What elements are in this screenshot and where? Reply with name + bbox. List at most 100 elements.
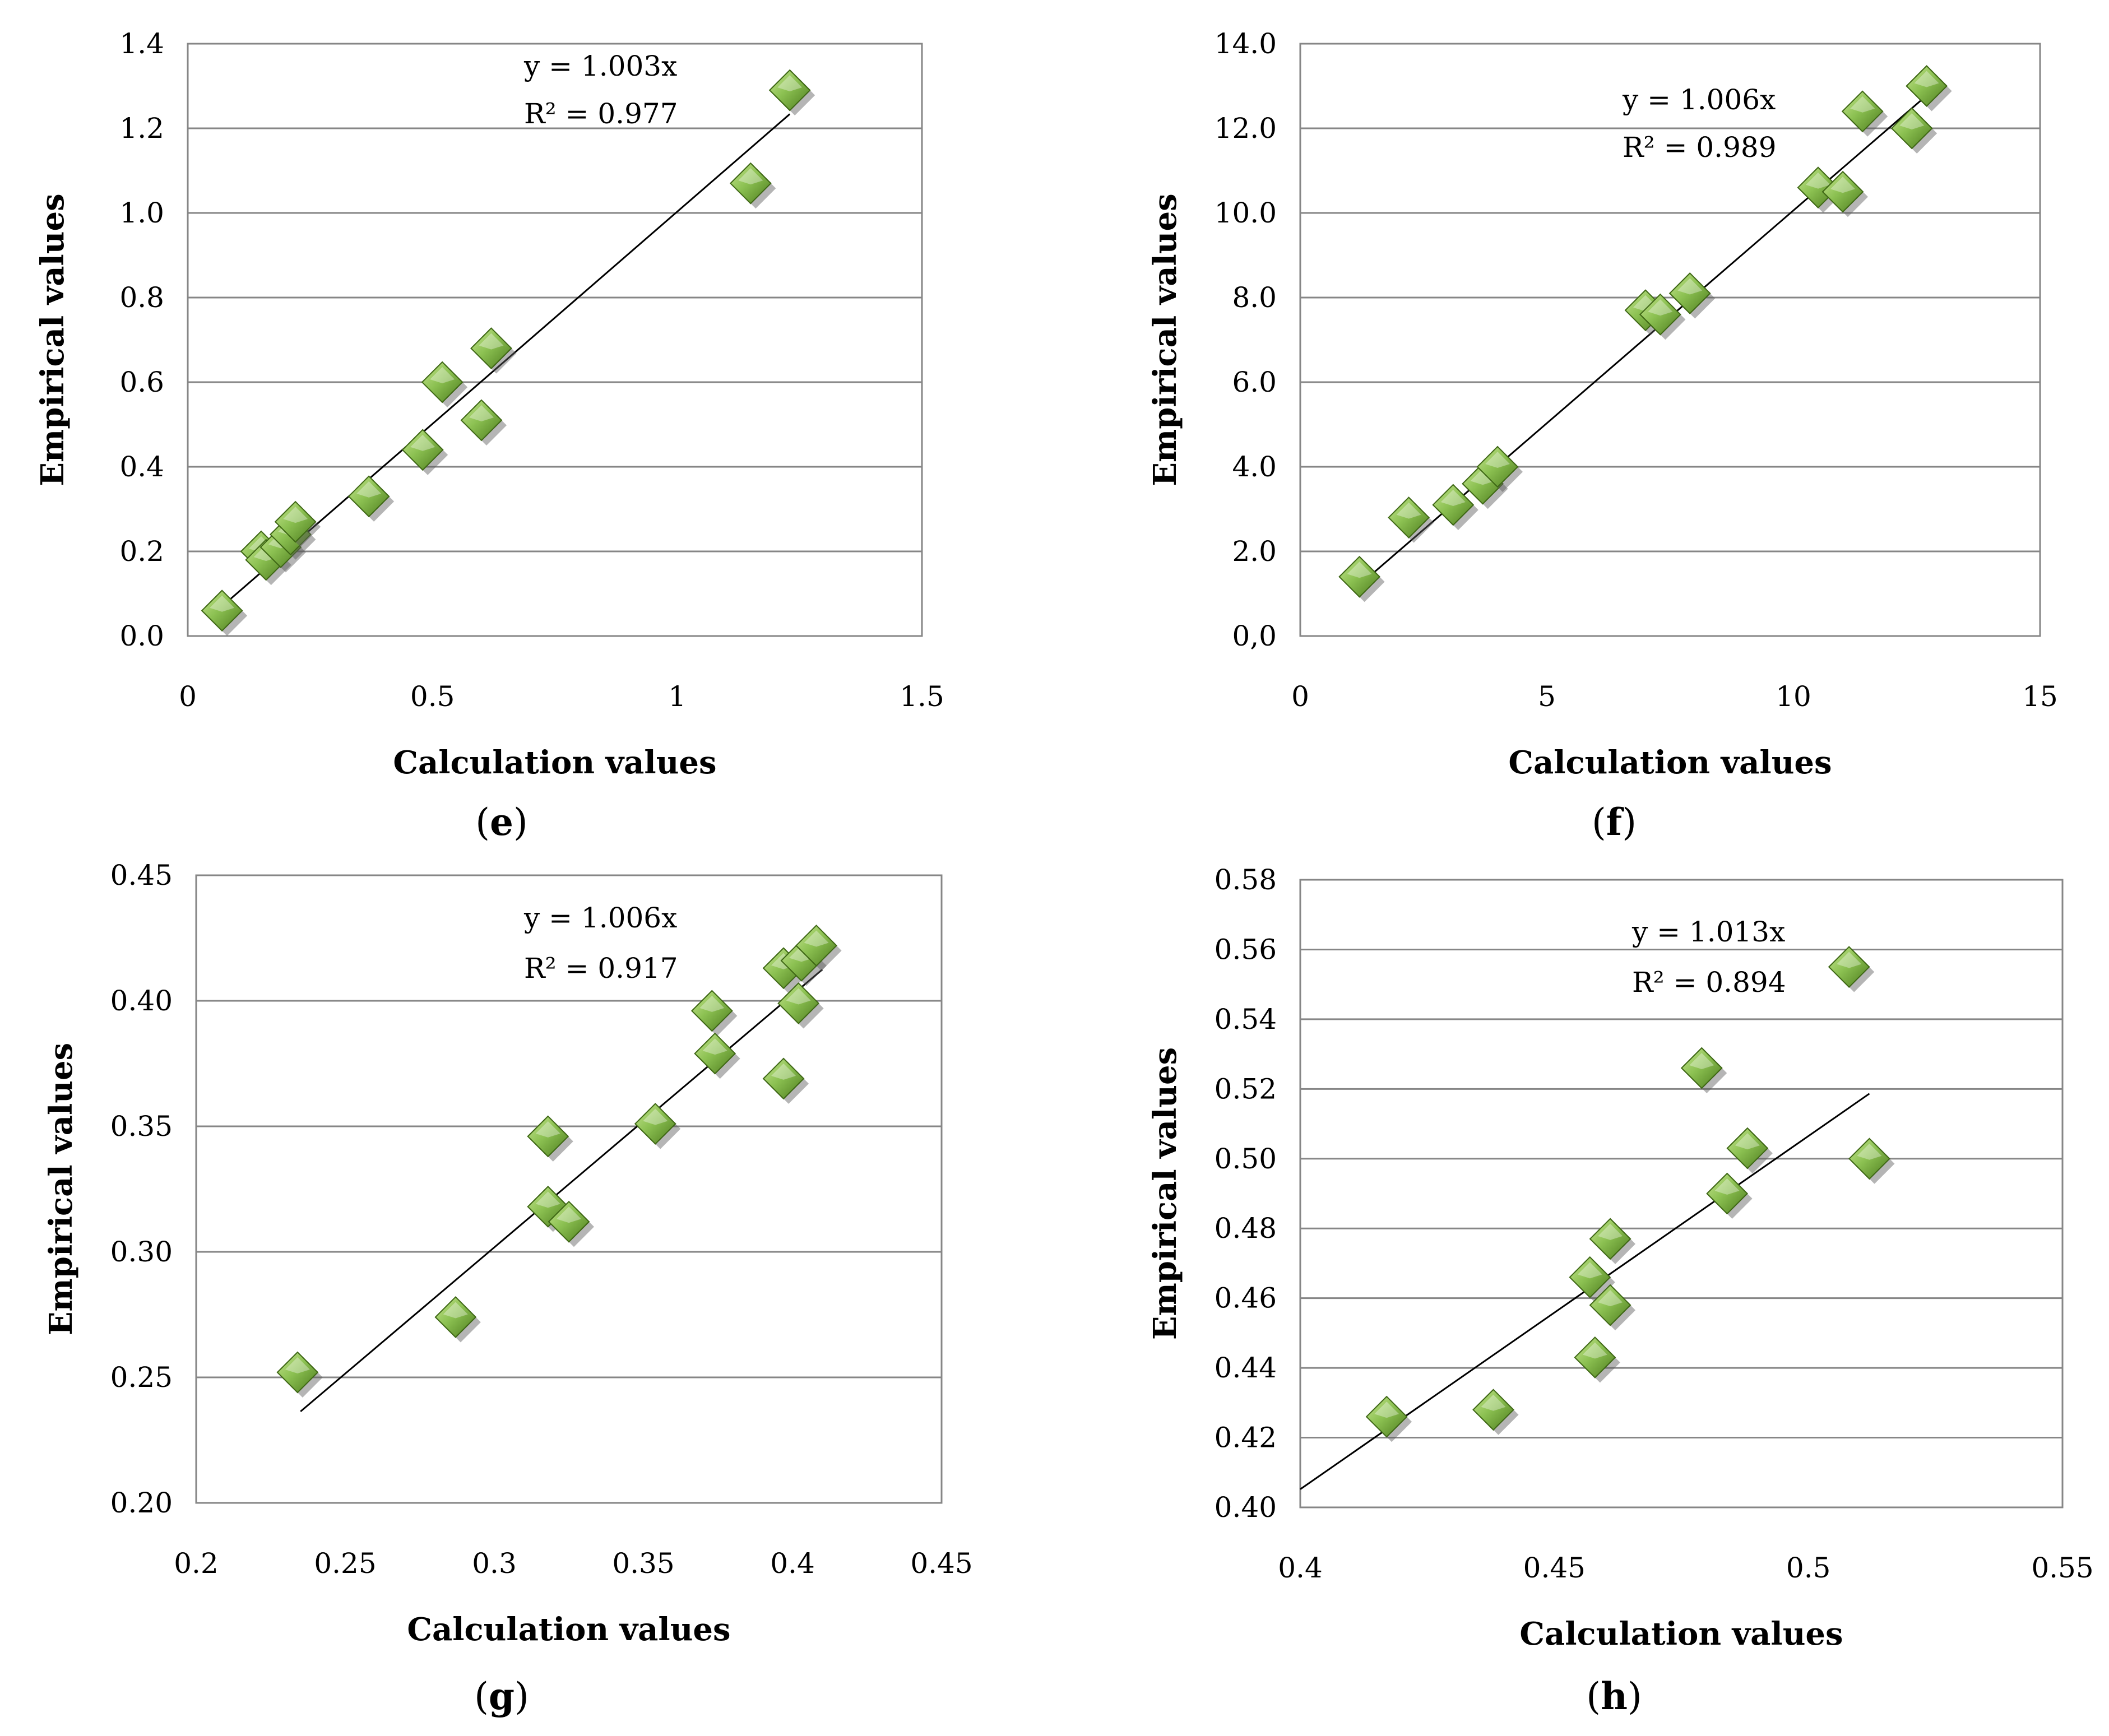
x-tick-label: 0.55 (2031, 1552, 2093, 1584)
y-tick-label: 0.44 (1215, 1352, 1277, 1384)
plot-area-frame (1299, 879, 2064, 1508)
panel-label-close-paren: ) (513, 801, 528, 844)
data-point-highlight (479, 333, 504, 350)
data-point (762, 1057, 809, 1104)
data-point (276, 1351, 323, 1398)
x-tick-label: 0.4 (1278, 1552, 1323, 1584)
data-point (1472, 1389, 1519, 1435)
panel-label: (g) (474, 1674, 529, 1718)
data-point (1726, 1127, 1773, 1174)
x-tick-label: 0.45 (1523, 1552, 1586, 1584)
data-point (1828, 946, 1875, 992)
data-point-marker (1639, 293, 1681, 336)
data-point (527, 1115, 573, 1162)
y-tick-label: 0.46 (1215, 1282, 1277, 1315)
x-axis-title: Calculation values (407, 1611, 730, 1648)
x-axis-title: Calculation values (1508, 744, 1832, 781)
data-point-highlight (1677, 278, 1703, 295)
data-point-marker (548, 1200, 590, 1243)
data-point-highlight (699, 995, 725, 1012)
data-point-marker (1848, 1138, 1890, 1180)
panel-label-letter: h (1601, 1674, 1628, 1718)
panel-label-letter: g (489, 1674, 514, 1718)
data-point-marker (1828, 946, 1870, 988)
y-tick-label: 0.50 (1215, 1143, 1277, 1175)
y-tick-label: 12.0 (1215, 112, 1277, 145)
y-tick-label: 0.40 (110, 985, 173, 1017)
plot-area-frame (187, 43, 923, 637)
data-point (470, 327, 517, 374)
data-point-marker (795, 925, 837, 967)
data-point-marker (1589, 1218, 1631, 1260)
chart-panel-f: 0,0 2.0 4.0 6.0 8.0 10.0 12.0 14.0 0 5 10 15 Calcula… (1147, 27, 2058, 844)
data-point (694, 1032, 740, 1079)
data-point-marker (1841, 90, 1884, 133)
data-point-highlight (210, 595, 235, 612)
data-point-marker (470, 327, 512, 370)
panel-label: (h) (1586, 1674, 1642, 1718)
y-tick-label: 0.40 (1215, 1491, 1277, 1524)
x-tick-label: 0.4 (770, 1547, 815, 1580)
data-point-highlight (410, 434, 435, 451)
x-tick-label: 0 (179, 680, 197, 713)
data-point-highlight (1481, 1394, 1506, 1411)
data-point (1890, 107, 1938, 154)
y-tick-label: 0,0 (1232, 620, 1277, 652)
data-point-highlight (285, 1357, 310, 1374)
data-point-marker (347, 475, 390, 518)
data-point (1639, 293, 1686, 340)
x-axis-title: Calculation values (1519, 1616, 1843, 1653)
x-tick-label: 15 (2022, 680, 2058, 713)
data-point-highlight (804, 930, 829, 947)
y-tick-label: 1.4 (119, 27, 164, 60)
data-point-marker (274, 500, 317, 543)
panel-label-open-paren: ( (1592, 801, 1606, 844)
data-point-marker (1680, 1047, 1723, 1089)
data-point-marker (401, 429, 444, 471)
x-tick-label: 1.5 (900, 680, 944, 713)
data-point-highlight (777, 75, 803, 92)
data-point-highlight (1470, 468, 1495, 485)
y-axis-title: Empirical values (43, 1043, 80, 1335)
data-point (1848, 1138, 1895, 1184)
chart-panel-h: 0.40 0.42 0.44 0.46 0.48 0.50 0.52 0.54 0.56 0.58… (1147, 864, 2094, 1718)
data-point-marker (694, 1032, 736, 1075)
data-point-highlight (1830, 177, 1855, 193)
data-point (1432, 484, 1478, 530)
y-tick-label: 0.52 (1215, 1073, 1277, 1105)
y-tick-label: 6.0 (1232, 366, 1277, 398)
panel-label: (e) (475, 800, 528, 844)
panel-label-open-paren: ( (474, 1675, 489, 1718)
y-tick-label: 2.0 (1232, 535, 1277, 568)
r-squared-label: R² = 0.989 (1623, 131, 1777, 164)
data-point (690, 990, 738, 1036)
data-point-highlight (1806, 172, 1830, 189)
data-point-highlight (443, 1302, 468, 1319)
plot-area-frame (195, 874, 943, 1504)
data-point-highlight (1440, 489, 1466, 506)
x-tick-label: 5 (1538, 680, 1556, 713)
plot-area-frame (1299, 43, 2041, 637)
data-point-highlight (738, 168, 763, 185)
data-point-marker (460, 399, 503, 442)
data-point (274, 500, 321, 547)
regression-equation: y = 1.013x (1631, 916, 1785, 948)
data-point (1589, 1218, 1636, 1264)
data-point-marker (1388, 496, 1430, 539)
data-point-marker (1476, 445, 1519, 488)
y-tick-label: 1.2 (119, 112, 164, 145)
y-tick-label: 0.56 (1215, 933, 1277, 966)
data-point-highlight (535, 1121, 560, 1138)
trendline (300, 969, 823, 1413)
data-point (1706, 1172, 1753, 1219)
x-tick-label: 10 (1776, 680, 1811, 713)
data-point-highlight (1899, 113, 1925, 129)
data-point (1668, 272, 1716, 319)
data-point-marker (527, 1115, 569, 1158)
data-point-marker (768, 69, 811, 112)
data-point (1388, 496, 1434, 543)
panel-label-letter: f (1606, 800, 1624, 844)
data-point-highlight (1485, 452, 1510, 468)
data-point (1841, 90, 1888, 137)
y-tick-label: 0.48 (1215, 1212, 1277, 1245)
